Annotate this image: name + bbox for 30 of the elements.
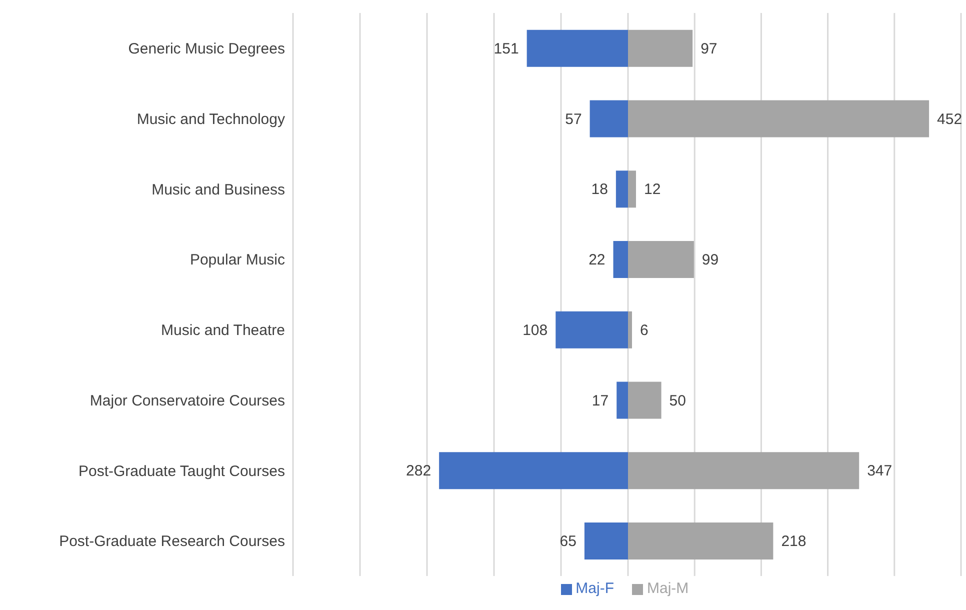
data-label: 108 (522, 322, 548, 339)
data-label: 452 (937, 110, 962, 128)
data-label: 18 (591, 181, 608, 198)
data-label: 65 (560, 533, 576, 550)
data-label: 347 (867, 462, 892, 480)
data-label: 57 (565, 110, 582, 128)
data-label: 218 (781, 533, 806, 550)
y-tick-label: Music and Theatre (161, 322, 285, 340)
y-tick-label: Post-Graduate Taught Courses (78, 462, 285, 480)
data-label: 151 (494, 40, 519, 58)
y-tick-label: Music and Technology (136, 110, 286, 128)
data-label: 6 (640, 322, 648, 339)
data-label: 12 (644, 181, 661, 198)
data-label: 99 (702, 252, 719, 269)
bar (590, 100, 628, 138)
data-label: 282 (406, 462, 432, 480)
y-tick-label: Generic Music Degrees (128, 40, 285, 58)
y-tick-label: Music and Business (152, 181, 285, 198)
bar (613, 241, 628, 278)
y-tick-label: Major Conservatoire Courses (90, 392, 285, 410)
bar (584, 522, 628, 560)
data-label: 50 (669, 392, 686, 410)
legend-label: Maj-M (647, 580, 689, 597)
data-label: 97 (700, 40, 718, 58)
data-label: 22 (588, 252, 606, 269)
bar (628, 311, 632, 348)
y-tick-label: Popular Music (190, 252, 286, 269)
y-tick-label: Post-Graduate Research Courses (59, 533, 285, 550)
legend-label: Maj-F (576, 580, 614, 597)
data-label: 17 (592, 392, 609, 410)
